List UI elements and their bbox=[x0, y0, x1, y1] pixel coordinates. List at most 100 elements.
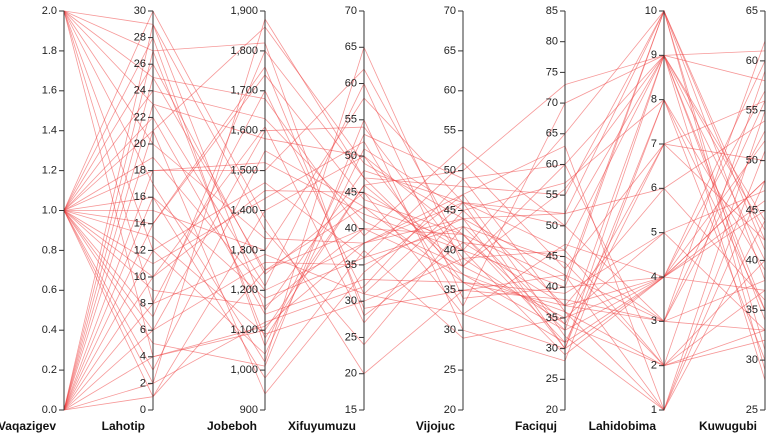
tick-label: 1.8 bbox=[42, 45, 57, 57]
tick-label: 50 bbox=[546, 220, 558, 232]
tick-label: 10 bbox=[645, 5, 657, 17]
axis-jobeboh: 900 1,000 1,100 1,200 1,300 1,400 1,500 1,600 1,… bbox=[207, 5, 266, 433]
tick-label: 40 bbox=[444, 244, 456, 256]
tick-label: 85 bbox=[546, 5, 558, 17]
tick-label: 65 bbox=[444, 45, 456, 57]
tick-label: 35 bbox=[746, 304, 758, 316]
tick-label: 25 bbox=[546, 373, 558, 385]
series-line-33 bbox=[63, 82, 766, 411]
tick-label: 1,800 bbox=[230, 45, 258, 57]
tick-label: 75 bbox=[546, 66, 558, 78]
axis-title: Xifuyumuzu bbox=[288, 419, 356, 433]
tick-label: 40 bbox=[746, 254, 758, 266]
tick-label: 65 bbox=[746, 5, 758, 17]
tick-label: 3 bbox=[651, 315, 657, 327]
tick-label: 1,500 bbox=[230, 165, 258, 177]
tick-label: 20 bbox=[444, 404, 456, 416]
series-line-20 bbox=[63, 210, 766, 367]
axis-vijojuc: 20 25 30 35 40 45 50 55 60 65 70 Vijojuc bbox=[416, 5, 464, 433]
tick-label: 2.0 bbox=[42, 5, 57, 17]
tick-label: 30 bbox=[746, 354, 758, 366]
axis-title: Jobeboh bbox=[207, 419, 257, 433]
tick-label: 0.0 bbox=[42, 404, 57, 416]
tick-label: 1.0 bbox=[42, 204, 57, 216]
series-line-1 bbox=[63, 10, 766, 322]
series-line-40 bbox=[63, 54, 766, 411]
axis-lahidobima: 1 2 3 4 5 6 7 8 9 10 Lahidobima bbox=[589, 5, 665, 433]
tick-label: 55 bbox=[746, 105, 758, 117]
tick-label: 60 bbox=[546, 158, 558, 170]
series-lines bbox=[63, 9, 766, 412]
tick-label: 50 bbox=[345, 150, 357, 162]
series-line-23 bbox=[63, 90, 766, 331]
series-line-42 bbox=[63, 120, 766, 411]
series-line-34 bbox=[63, 129, 766, 411]
tick-label: 55 bbox=[444, 125, 456, 137]
series-line-17 bbox=[63, 60, 766, 379]
tick-label: 0.2 bbox=[42, 364, 57, 376]
tick-label: 22 bbox=[134, 111, 146, 123]
tick-label: 7 bbox=[651, 138, 657, 150]
tick-label: 28 bbox=[134, 32, 146, 44]
series-line-39 bbox=[63, 180, 766, 411]
axis-vaqazigev: 0.0 0.2 0.4 0.6 0.8 1.0 1.2 1.4 1.6 1.8 2.0 Vaqazig… bbox=[0, 5, 65, 433]
tick-label: 45 bbox=[546, 250, 558, 262]
tick-label: 1,200 bbox=[230, 284, 258, 296]
tick-label: 10 bbox=[134, 271, 146, 283]
tick-label: 1 bbox=[651, 404, 657, 416]
tick-label: 35 bbox=[345, 259, 357, 271]
tick-label: 30 bbox=[546, 343, 558, 355]
tick-label: 8 bbox=[651, 94, 657, 106]
series-line-0 bbox=[63, 10, 766, 350]
tick-label: 35 bbox=[444, 284, 456, 296]
tick-label: 45 bbox=[746, 204, 758, 216]
tick-label: 1,100 bbox=[230, 324, 258, 336]
tick-label: 0.4 bbox=[42, 324, 57, 336]
axis-xifuyumuzu: 15 20 25 30 35 40 45 50 55 60 65 70 Xifuyumuzu bbox=[288, 5, 365, 433]
tick-label: 1,600 bbox=[230, 125, 258, 137]
tick-label: 1,000 bbox=[230, 364, 258, 376]
tick-label: 0.8 bbox=[42, 244, 57, 256]
tick-label: 20 bbox=[134, 138, 146, 150]
tick-label: 2 bbox=[140, 377, 146, 389]
tick-label: 2 bbox=[651, 360, 657, 372]
series-line-13 bbox=[63, 116, 766, 315]
tick-label: 6 bbox=[651, 182, 657, 194]
axis-title: Kuwugubi bbox=[699, 419, 757, 433]
tick-label: 25 bbox=[345, 331, 357, 343]
tick-label: 4 bbox=[140, 351, 146, 363]
tick-label: 20 bbox=[546, 404, 558, 416]
series-line-44 bbox=[63, 9, 766, 411]
tick-label: 60 bbox=[345, 77, 357, 89]
series-line-43 bbox=[63, 18, 766, 411]
series-line-8 bbox=[63, 10, 766, 381]
tick-label: 30 bbox=[345, 295, 357, 307]
tick-label: 26 bbox=[134, 58, 146, 70]
tick-label: 30 bbox=[134, 5, 146, 17]
tick-label: 55 bbox=[345, 114, 357, 126]
tick-label: 0.6 bbox=[42, 284, 57, 296]
series-line-35 bbox=[63, 10, 766, 411]
tick-label: 1,300 bbox=[230, 244, 258, 256]
tick-label: 15 bbox=[345, 404, 357, 416]
series-line-21 bbox=[63, 54, 766, 308]
axes: 0.0 0.2 0.4 0.6 0.8 1.0 1.2 1.4 1.6 1.8 2.0 Vaqazig… bbox=[0, 5, 766, 433]
tick-label: 16 bbox=[134, 191, 146, 203]
tick-label: 50 bbox=[444, 165, 456, 177]
tick-label: 40 bbox=[345, 223, 357, 235]
tick-label: 70 bbox=[444, 5, 456, 17]
axis-title: Vijojuc bbox=[416, 419, 455, 433]
axis-faciquj: 20 25 30 35 40 45 50 55 60 65 70 75 80 85 Faciquj bbox=[515, 5, 566, 433]
tick-label: 4 bbox=[651, 271, 657, 283]
series-line-30 bbox=[63, 23, 766, 411]
tick-label: 60 bbox=[444, 85, 456, 97]
series-line-4 bbox=[63, 10, 766, 251]
tick-label: 45 bbox=[345, 186, 357, 198]
series-line-38 bbox=[63, 99, 766, 411]
tick-label: 1,700 bbox=[230, 85, 258, 97]
tick-label: 9 bbox=[651, 49, 657, 61]
tick-label: 40 bbox=[546, 281, 558, 293]
tick-label: 45 bbox=[444, 204, 456, 216]
tick-label: 25 bbox=[444, 364, 456, 376]
